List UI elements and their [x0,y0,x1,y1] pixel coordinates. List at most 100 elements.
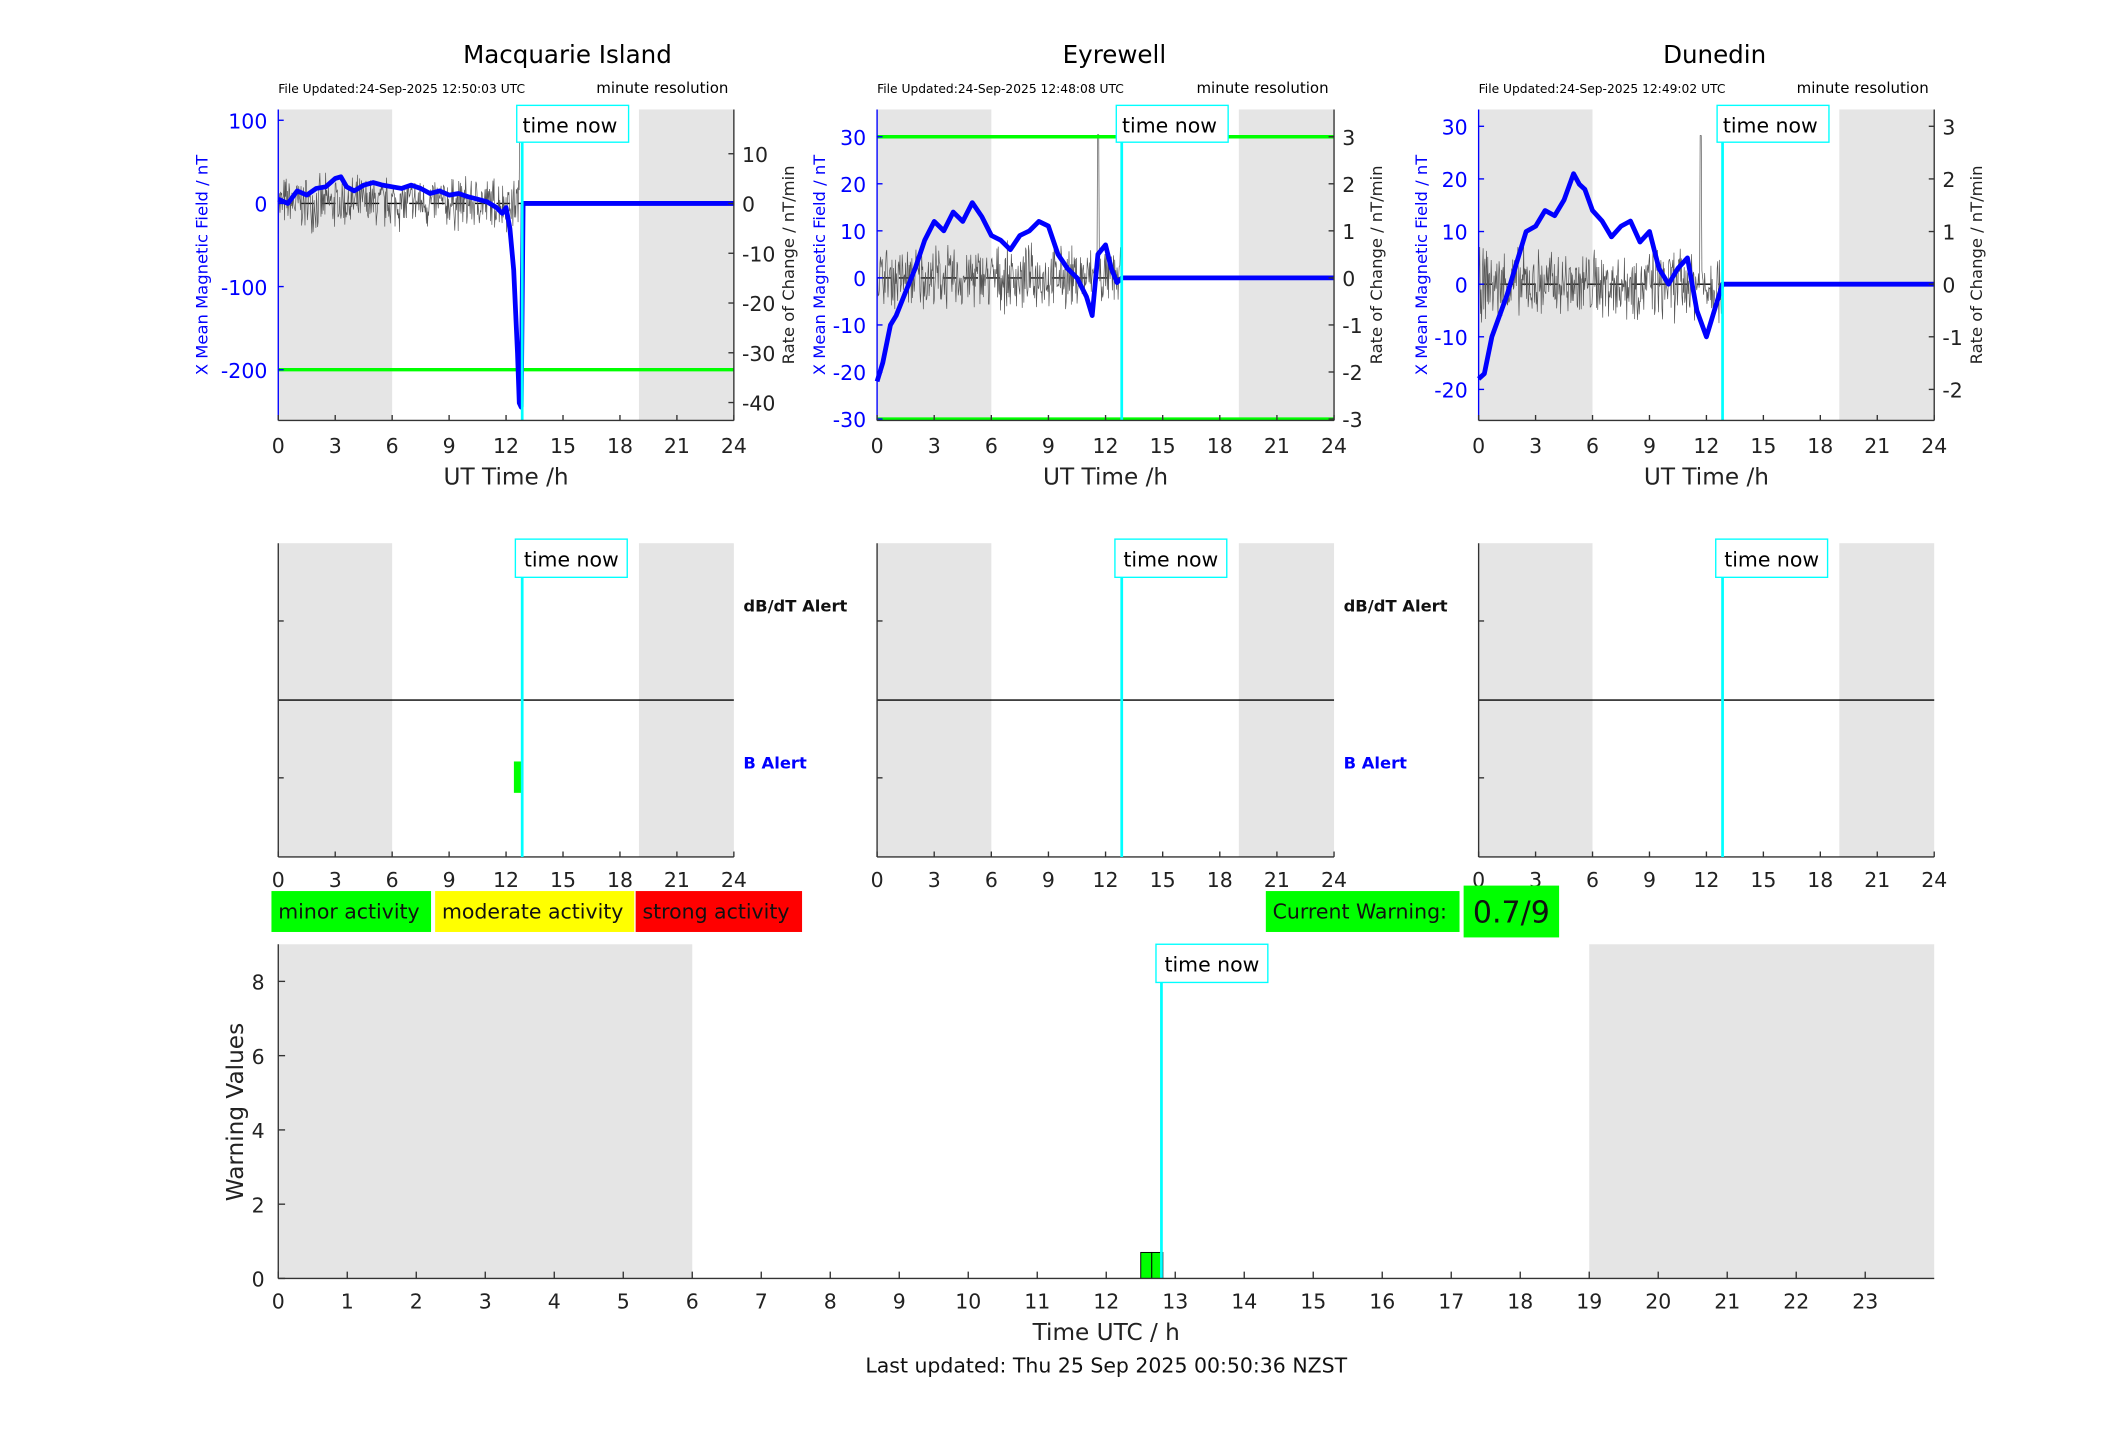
time-now-label: time now [1723,114,1818,138]
x-tick-label: 24 [721,434,747,458]
x-tick-label: 18 [1207,434,1233,458]
x-tick-label: 11 [1024,1289,1050,1313]
x-tick-label: 21 [664,868,690,892]
x-tick-label: 10 [955,1289,981,1313]
time-now-label: time now [1164,953,1259,977]
right-tick-label: -2 [1942,379,1962,403]
x-tick-label: 15 [1750,434,1776,458]
legend-moderate-label: moderate activity [442,899,623,923]
night-shading [1478,109,1593,421]
x-tick-label: 3 [928,868,941,892]
right-tick-label: 10 [742,143,768,167]
dbdt-alert-label: dB/dT Alert [743,596,847,615]
b-alert-label: B Alert [743,753,807,772]
file-updated-label: File Updated:24-Sep-2025 12:49:02 UTC [1479,82,1726,96]
right-tick-label: 2 [1342,173,1355,197]
left-tick-label: -10 [1434,326,1467,350]
right-tick-label: 3 [1942,115,1955,139]
left-tick-label: 10 [840,220,866,244]
legend-moderate-swatch [435,891,635,932]
x-tick-label: 16 [1369,1289,1395,1313]
x-tick-label: 9 [1643,868,1656,892]
x-tick-label: 0 [1472,434,1485,458]
x-tick-label: 15 [1150,868,1176,892]
x-tick-label: 18 [1507,1289,1533,1313]
x-tick-label: 2 [410,1289,423,1313]
time-now-box [1155,943,1269,984]
y-axis-label: Warning Values [222,1023,249,1201]
x-tick-label: 9 [1643,434,1656,458]
left-axis-label: X Mean Magnetic Field / nT [1412,154,1431,375]
legend-strong-label: strong activity [642,899,789,923]
right-tick-label: 0 [742,193,755,217]
time-now-label: time now [1122,114,1217,138]
right-tick-label: -1 [1342,314,1362,338]
night-shading [638,109,734,421]
x-tick-label: 6 [1586,434,1599,458]
current-warning-value: 0.7/9 [1473,895,1550,930]
x-tick-label: 23 [1852,1289,1878,1313]
x-tick-label: 12 [1693,868,1719,892]
left-tick-label: 20 [1442,168,1468,192]
warning-bar [1140,1251,1153,1279]
file-updated-label: File Updated:24-Sep-2025 12:50:03 UTC [278,82,525,96]
current-warning-value-box [1463,885,1560,938]
x-tick-label: 9 [1042,434,1055,458]
x-tick-label: 3 [329,434,342,458]
x-tick-label: 17 [1438,1289,1464,1313]
right-tick-label: -3 [1342,408,1362,432]
night-shading [278,109,393,421]
x-tick-label: 5 [617,1289,630,1313]
night-shading [1839,109,1935,421]
x-tick-label: 21 [664,434,690,458]
time-now-label: time now [522,114,617,138]
left-tick-label: -200 [221,359,267,383]
x-axis-label: Time UTC / h [1032,1319,1180,1346]
right-tick-label: 1 [1942,221,1955,245]
x-tick-label: 18 [1807,868,1833,892]
y-tick-label: 8 [252,971,265,995]
x-axis-label: UT Time /h [1043,464,1168,491]
right-tick-label: 0 [1942,273,1955,297]
station-title: Macquarie Island [463,40,672,69]
resolution-label: minute resolution [1196,79,1328,97]
time-now-label: time now [1724,547,1819,571]
x-tick-label: 18 [607,868,633,892]
x-tick-label: 12 [1093,1289,1119,1313]
x-tick-label: 18 [607,434,633,458]
x-tick-label: 3 [928,434,941,458]
right-tick-label: -2 [1342,361,1362,385]
last-updated-label: Last updated: Thu 25 Sep 2025 00:50:36 N… [865,1354,1347,1378]
x-tick-label: 21 [1864,868,1890,892]
right-tick-label: 0 [1342,267,1355,291]
right-axis-label: Rate of Change / nT/min [779,165,798,364]
x-tick-label: 12 [493,434,519,458]
left-tick-label: 0 [254,193,267,217]
station-title: Dunedin [1663,40,1766,69]
left-tick-label: 0 [1455,273,1468,297]
x-tick-label: 6 [985,434,998,458]
x-tick-label: 21 [1714,1289,1740,1313]
alert-panel-1: time now dB/dT Alert B Alert 0 3 6 9 12 15 18 21 24 [871,538,1448,892]
left-tick-label: -20 [833,361,866,385]
x-tick-label: 18 [1807,434,1833,458]
x-tick-label: 6 [386,434,399,458]
file-updated-label: File Updated:24-Sep-2025 12:48:08 UTC [877,82,1124,96]
x-axis-label: UT Time /h [1644,464,1769,491]
station-panel-0: Macquarie Island File Updated:24-Sep-2025… [192,40,798,490]
right-axis-label: Rate of Change / nT/min [1967,165,1986,364]
x-tick-label: 14 [1231,1289,1257,1313]
x-tick-label: 12 [1093,434,1119,458]
time-now-box [1716,104,1830,143]
right-tick-label: -20 [742,292,775,316]
time-now-box [1715,538,1829,579]
x-tick-label: 12 [1693,434,1719,458]
y-tick-label: 6 [252,1045,265,1069]
x-tick-label: 12 [1093,868,1119,892]
y-tick-label: 0 [252,1268,265,1292]
y-tick-label: 2 [252,1193,265,1217]
x-tick-label: 24 [721,868,747,892]
x-tick-label: 6 [686,1289,699,1313]
